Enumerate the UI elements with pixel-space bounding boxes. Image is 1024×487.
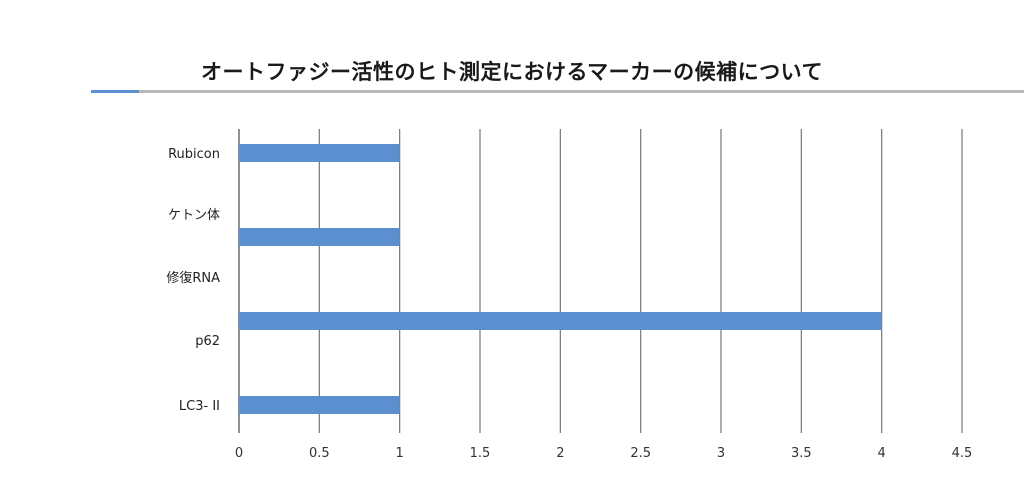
chart-title: オートファジー活性のヒト測定におけるマーカーの候補について xyxy=(200,60,824,84)
category-label: ケトン体 xyxy=(168,208,220,223)
x-tick-label: 3 xyxy=(717,446,725,461)
bars xyxy=(239,144,882,414)
title-underline xyxy=(91,90,1024,93)
x-tick-label: 4.5 xyxy=(952,446,973,461)
bar-0 xyxy=(239,144,400,162)
category-label: Rubicon xyxy=(168,147,220,162)
bar-1 xyxy=(239,228,400,246)
x-tick-label: 4 xyxy=(878,446,886,461)
x-tick-label: 3.5 xyxy=(791,446,812,461)
x-tick-label: 2 xyxy=(556,446,564,461)
x-tick-label: 1.5 xyxy=(470,446,491,461)
x-tick-label: 0 xyxy=(235,446,243,461)
x-tick-label: 0.5 xyxy=(309,446,330,461)
x-tick-label: 1 xyxy=(396,446,404,461)
title-underline-accent xyxy=(91,90,139,93)
bar-3 xyxy=(239,312,882,330)
x-tick-labels: 0 0.5 1 1.5 2 2.5 3 3.5 4 4.5 xyxy=(235,446,972,461)
category-label: 修復RNA xyxy=(166,270,220,286)
gridlines xyxy=(238,129,963,433)
category-label: LC3- II xyxy=(179,399,220,414)
category-label: p62 xyxy=(195,334,220,349)
bar-4 xyxy=(239,396,400,414)
x-tick-label: 2.5 xyxy=(630,446,651,461)
